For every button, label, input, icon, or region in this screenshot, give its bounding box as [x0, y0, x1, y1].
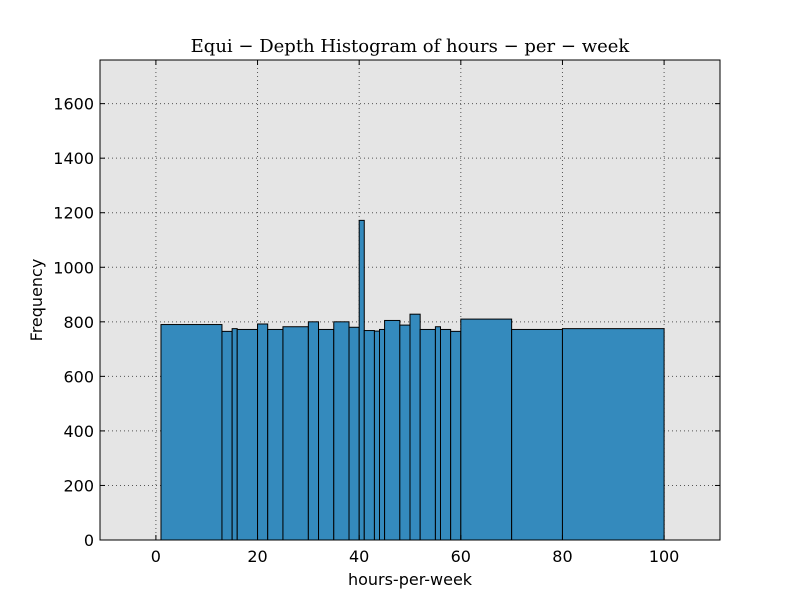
y-tick-label: 0 — [84, 531, 94, 550]
y-tick-label: 600 — [63, 367, 94, 386]
x-tick-label: 0 — [151, 547, 161, 566]
histogram-bar — [409, 313, 421, 541]
y-tick-label: 400 — [63, 422, 94, 441]
histogram-bar — [561, 328, 665, 541]
x-tick-label: 40 — [349, 547, 369, 566]
histogram-bar — [333, 321, 350, 541]
histogram-bar — [358, 219, 365, 541]
y-tick-label: 800 — [63, 313, 94, 332]
histogram-bar — [384, 319, 401, 541]
y-axis-label: Frequency — [27, 259, 46, 342]
y-tick-label: 1600 — [53, 95, 94, 114]
x-tick-label: 80 — [552, 547, 572, 566]
x-axis-label: hours-per-week — [348, 570, 473, 589]
histogram-bar — [318, 328, 335, 541]
tick-labels: 0 20 40 60 80 1000200400600800100012001400160… — [53, 95, 679, 566]
histogram-bar — [221, 330, 233, 541]
y-tick-label: 200 — [63, 476, 94, 495]
histogram-bar — [399, 324, 411, 541]
histogram-bar — [160, 324, 223, 541]
histogram-bar — [257, 323, 269, 541]
histogram-bar — [460, 318, 513, 541]
histogram-bar — [267, 328, 284, 541]
histogram-bar — [363, 330, 375, 541]
histogram-bar — [450, 330, 462, 541]
histogram-bar — [373, 330, 381, 541]
axis-ticks — [100, 60, 720, 541]
histogram-bar — [439, 328, 452, 541]
histogram-bar — [379, 328, 386, 541]
histogram-bar — [419, 328, 436, 541]
y-tick-label: 1400 — [53, 149, 94, 168]
histogram-bar — [511, 328, 563, 541]
histogram-bar — [307, 321, 320, 541]
histogram-bar — [348, 326, 360, 541]
histogram-bar — [231, 328, 238, 541]
plot-frame — [99, 59, 721, 541]
x-tick-label: 20 — [247, 547, 267, 566]
x-tick-label: 100 — [649, 547, 680, 566]
x-tick-label: 60 — [451, 547, 471, 566]
y-tick-label: 1000 — [53, 258, 94, 277]
histogram-bar — [282, 326, 309, 541]
y-tick-label: 1200 — [53, 204, 94, 223]
histogram-bar — [434, 326, 441, 541]
chart-title: Equi − Depth Histogram of hours − per − … — [191, 36, 631, 57]
histogram-bar — [236, 328, 259, 541]
histogram-bars — [160, 219, 665, 541]
